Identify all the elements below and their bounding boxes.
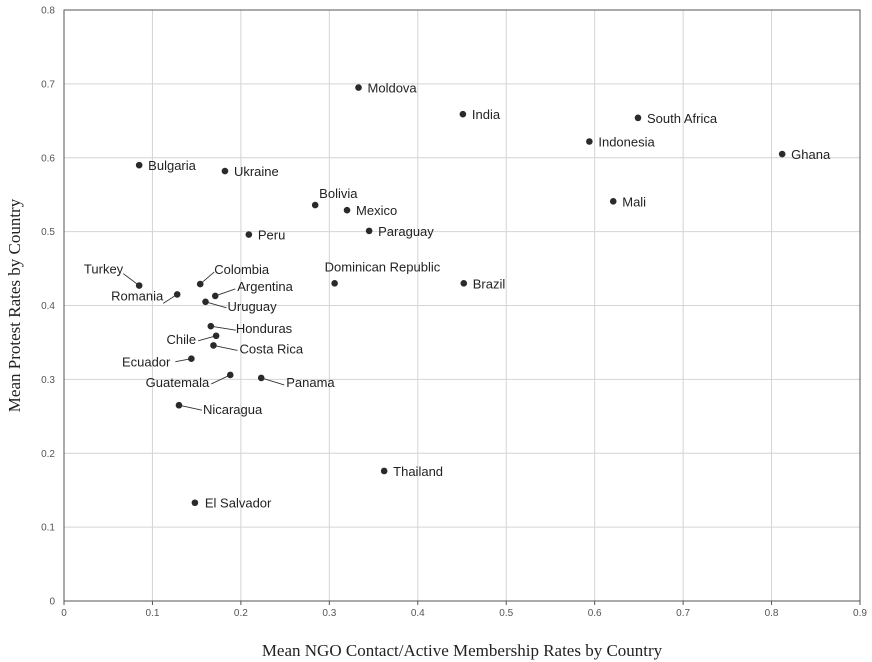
data-point-chile — [212, 332, 220, 340]
point-label-india: India — [472, 107, 501, 122]
leader-line-uruguay — [205, 301, 227, 309]
leader-line-argentina — [215, 288, 236, 297]
data-point-bulgaria — [135, 161, 143, 169]
leader-line-honduras — [210, 325, 236, 331]
point-label-thailand: Thailand — [393, 464, 443, 479]
point-label-bulgaria: Bulgaria — [148, 158, 196, 173]
x-axis-ticks: 0 0.1 0.2 0.3 0.4 0.5 0.6 0.7 0.8 0.9 — [61, 601, 867, 619]
x-tick-label: 0.9 — [853, 608, 867, 619]
point-label-costa-rica: Costa Rica — [239, 341, 303, 356]
leader-line-costa-rica — [213, 344, 238, 351]
x-axis-title: Mean NGO Contact/Active Membership Rates… — [262, 641, 663, 660]
x-tick-label: 0.2 — [234, 608, 248, 619]
data-point-paraguay — [365, 227, 373, 235]
leader-line-nicaragua — [178, 404, 203, 411]
y-tick-label: 0.6 — [41, 153, 55, 164]
data-point-turkey — [135, 282, 143, 289]
point-label-uruguay: Uruguay — [228, 299, 278, 314]
point-label-peru: Peru — [258, 228, 285, 243]
x-tick-label: 0.5 — [499, 608, 513, 619]
data-point-honduras — [207, 322, 215, 330]
data-point-guatemala — [226, 371, 234, 379]
point-label-argentina: Argentina — [237, 279, 293, 294]
data-point-bolivia — [311, 201, 319, 209]
x-tick-label: 0.6 — [588, 608, 602, 619]
point-label-colombia: Colombia — [214, 262, 270, 277]
data-point-south-africa — [634, 114, 642, 122]
point-label-el-salvador: El Salvador — [205, 496, 272, 511]
x-tick-label: 0.8 — [765, 608, 779, 619]
leader-line-turkey — [122, 273, 140, 286]
y-axis-ticks: 0 0.1 0.2 0.3 0.4 0.5 0.6 0.7 0.8 — [41, 6, 55, 608]
data-point-mexico — [343, 206, 351, 214]
data-point-uruguay — [202, 298, 209, 306]
data-point-costa-rica — [210, 342, 217, 349]
data-point-el-salvador — [191, 499, 199, 507]
point-label-romania: Romania — [111, 288, 164, 303]
point-label-chile: Chile — [166, 332, 196, 347]
y-tick-label: 0 — [49, 597, 55, 608]
x-tick-label: 0 — [61, 608, 67, 619]
y-tick-label: 0.8 — [41, 6, 55, 17]
y-tick-label: 0.7 — [41, 79, 55, 90]
x-tick-label: 0.3 — [322, 608, 336, 619]
point-label-honduras: Honduras — [236, 321, 293, 336]
x-tick-label: 0.1 — [145, 608, 159, 619]
data-point-argentina — [211, 292, 219, 300]
data-point-india — [459, 110, 467, 118]
data-points — [135, 84, 786, 507]
point-label-south-africa: South Africa — [647, 111, 718, 126]
point-labels: Moldova India South Africa Indonesia Ghana Bu… — [84, 81, 831, 511]
y-tick-label: 0.4 — [41, 301, 55, 312]
data-point-ghana — [778, 150, 786, 158]
point-label-moldova: Moldova — [368, 81, 418, 96]
data-point-peru — [245, 231, 253, 238]
point-label-indonesia: Indonesia — [598, 134, 655, 149]
point-label-mali: Mali — [622, 194, 646, 209]
point-label-turkey: Turkey — [84, 262, 124, 277]
point-label-brazil: Brazil — [473, 276, 506, 291]
plot-frame — [63, 9, 861, 602]
data-point-nicaragua — [175, 401, 183, 409]
data-point-romania — [173, 291, 181, 298]
point-label-dominican-republic: Dominican Republic — [325, 259, 441, 274]
leader-line-panama — [261, 377, 285, 386]
data-point-thailand — [380, 467, 388, 475]
point-label-paraguay: Paraguay — [378, 224, 434, 239]
gridlines — [64, 10, 860, 601]
point-label-mexico: Mexico — [356, 203, 397, 218]
x-tick-label: 0.7 — [676, 608, 690, 619]
y-axis-title: Mean Protest Rates by Country — [5, 198, 24, 412]
point-label-ecuador: Ecuador — [122, 355, 171, 370]
x-tick-label: 0.4 — [411, 608, 425, 619]
data-point-panama — [257, 374, 265, 382]
point-label-panama: Panama — [286, 375, 335, 390]
point-label-ghana: Ghana — [791, 147, 831, 162]
point-label-guatemala: Guatemala — [146, 375, 210, 390]
data-point-indonesia — [586, 138, 593, 145]
data-point-moldova — [355, 84, 362, 91]
data-point-dominican-republic — [331, 280, 338, 287]
data-point-ecuador — [188, 355, 195, 362]
point-label-ukraine: Ukraine — [234, 164, 279, 179]
data-point-ukraine — [221, 167, 229, 175]
y-tick-label: 0.3 — [41, 375, 55, 386]
y-tick-label: 0.5 — [41, 227, 55, 238]
y-tick-label: 0.2 — [41, 449, 55, 460]
leader-line-guatemala — [211, 374, 231, 385]
point-label-nicaragua: Nicaragua — [203, 402, 263, 417]
data-point-brazil — [460, 280, 468, 287]
y-tick-label: 0.1 — [41, 523, 55, 534]
point-label-bolivia: Bolivia — [319, 186, 358, 201]
data-point-mali — [609, 198, 617, 205]
data-point-colombia — [196, 280, 204, 288]
